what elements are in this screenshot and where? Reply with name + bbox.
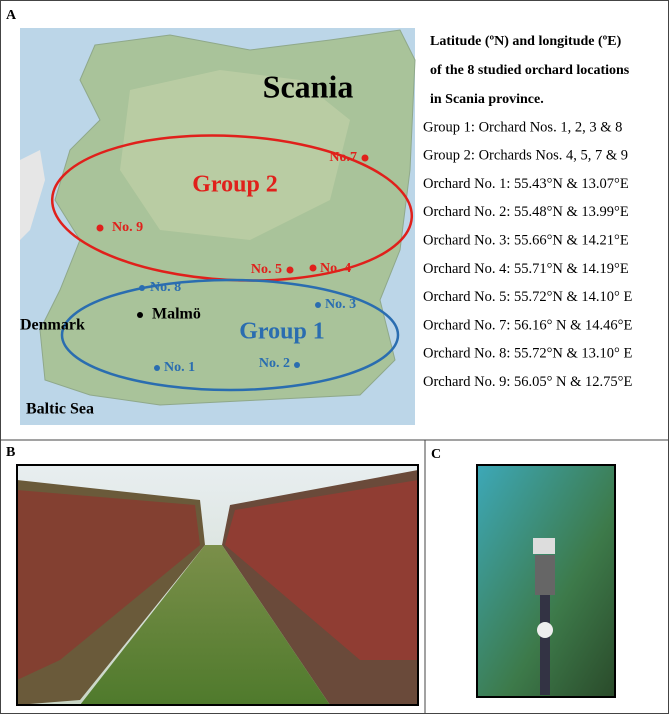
legend-line: Orchard No. 8: 55.72°N & 13.10° E: [423, 346, 632, 362]
site-label: No. 1: [164, 360, 195, 375]
legend-line: Orchard No. 7: 56.16° N & 14.46°E: [423, 317, 632, 333]
legend-heading: of the 8 studied orchard locations: [430, 63, 630, 78]
place-label: Denmark: [20, 317, 85, 334]
legend-line: Orchard No. 3: 55.66°N & 14.21°E: [423, 233, 629, 249]
legend-line: Orchard No. 4: 55.71°N & 14.19°E: [423, 261, 629, 277]
site-label: No. 3: [325, 297, 356, 312]
legend-line: Orchard No. 1: 55.43°N & 13.07°E: [423, 176, 629, 192]
place-label: Malmö: [152, 306, 201, 323]
panel-label: B: [6, 445, 15, 460]
legend-line: Orchard No. 9: 56.05° N & 12.75°E: [423, 374, 632, 390]
legend-heading: in Scania province.: [430, 92, 544, 107]
region: Scania: [263, 68, 354, 104]
site-label: No. 8: [150, 280, 181, 295]
site-label: No. 5: [251, 262, 282, 277]
legend-line: Group 1: Orchard Nos. 1, 2, 3 & 8: [423, 119, 622, 135]
site-label: No. 4: [320, 261, 351, 276]
legend-heading: Latitude (ºN) and longitude (ºE): [430, 34, 622, 49]
group-label: Group 2: [192, 172, 278, 198]
panel-label: A: [6, 8, 17, 23]
photo: [476, 464, 616, 698]
legend: Latitude (ºN) and longitude (ºE) of the 8…: [423, 34, 632, 390]
site-label: No.7: [329, 150, 357, 165]
photo: [16, 464, 419, 706]
site-label: No. 9: [112, 220, 143, 235]
group-label: Group 1: [239, 319, 325, 345]
map: [20, 28, 416, 425]
site-label: No. 2: [259, 356, 290, 371]
legend-line: Orchard No. 5: 55.72°N & 14.10° E: [423, 289, 632, 305]
legend-line: Orchard No. 2: 55.48°N & 13.99°E: [423, 204, 629, 220]
panel-label: C: [431, 447, 441, 462]
place-label: Baltic Sea: [26, 401, 94, 418]
legend-line: Group 2: Orchards Nos. 4, 5, 7 & 9: [423, 148, 628, 164]
